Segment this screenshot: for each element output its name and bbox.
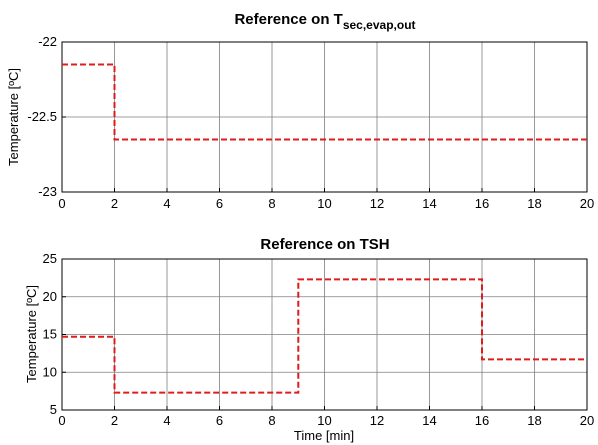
chart-bottom-y-ticks: 25 20 15 10 5	[43, 251, 66, 417]
chart-bottom-x-tick-label: 0	[58, 413, 65, 428]
chart-bottom-x-tick-label: 8	[268, 413, 275, 428]
chart-bottom-y-tick-label: 20	[43, 289, 57, 304]
chart-top-series-line	[62, 63, 587, 141]
chart-bottom-x-label: Time [min]	[294, 428, 354, 443]
chart-bottom-x-tick-label: 14	[422, 413, 436, 428]
chart-top-y-tick-label: -22.5	[27, 109, 57, 124]
chart-bottom-y-tick-label: 10	[43, 364, 57, 379]
chart-bottom-y-tick-label: 25	[43, 251, 57, 266]
chart-top-x-tick-label: 16	[475, 196, 489, 211]
chart-top-x-tick-label: 18	[527, 196, 541, 211]
chart-top-grid	[61, 41, 588, 193]
chart-top-x-tick-label: 12	[370, 196, 384, 211]
chart-bottom-x-tick-label: 20	[580, 413, 594, 428]
chart-top-title: Reference on Tsec,evap,out	[234, 11, 415, 32]
chart-bottom-x-tick-label: 12	[370, 413, 384, 428]
chart-bottom-grid	[61, 258, 588, 411]
chart-top-y-label: Temperature [ºC]	[6, 68, 21, 166]
chart-bottom-x-tick-label: 6	[216, 413, 223, 428]
chart-top-x-tick-label: 8	[268, 196, 275, 211]
chart-bottom: Reference on TSH 0 2 4 6 8 10 12 14 16 18 20 25 20 1…	[24, 236, 594, 443]
chart-bottom-title: Reference on TSH	[260, 236, 389, 253]
chart-bottom-x-tick-label: 16	[475, 413, 489, 428]
chart-top-x-tick-label: 6	[216, 196, 223, 211]
chart-top-y-tick-label: -22	[38, 34, 57, 49]
chart-top-y-ticks: -22 -22.5 -23	[27, 34, 66, 199]
chart-top-x-tick-label: 20	[580, 196, 594, 211]
chart-top-x-tick-label: 10	[317, 196, 331, 211]
chart-top-x-tick-label: 14	[422, 196, 436, 211]
chart-bottom-x-tick-label: 4	[163, 413, 170, 428]
chart-bottom-y-label: Temperature [ºC]	[24, 285, 39, 383]
chart-top-y-tick-label: -23	[38, 184, 57, 199]
chart-top: Reference on Tsec,evap,out 0 2 4 6 8 10 12 14 16…	[6, 11, 594, 211]
chart-top-title-main: Reference on T	[234, 11, 342, 28]
chart-bottom-y-tick-label: 5	[50, 402, 57, 417]
chart-bottom-x-tick-label: 18	[527, 413, 541, 428]
chart-top-title-subscript: sec,evap,out	[343, 18, 416, 32]
chart-bottom-x-ticks: 0 2 4 6 8 10 12 14 16 18 20	[58, 406, 594, 428]
chart-top-series	[62, 63, 587, 141]
chart-bottom-x-tick-label: 2	[111, 413, 118, 428]
chart-top-x-ticks: 0 2 4 6 8 10 12 14 16 18 20	[58, 188, 594, 211]
chart-top-x-tick-label: 0	[58, 196, 65, 211]
chart-top-x-tick-label: 2	[111, 196, 118, 211]
chart-bottom-y-tick-label: 15	[43, 327, 57, 342]
chart-top-x-tick-label: 4	[163, 196, 170, 211]
chart-bottom-x-tick-label: 10	[317, 413, 331, 428]
